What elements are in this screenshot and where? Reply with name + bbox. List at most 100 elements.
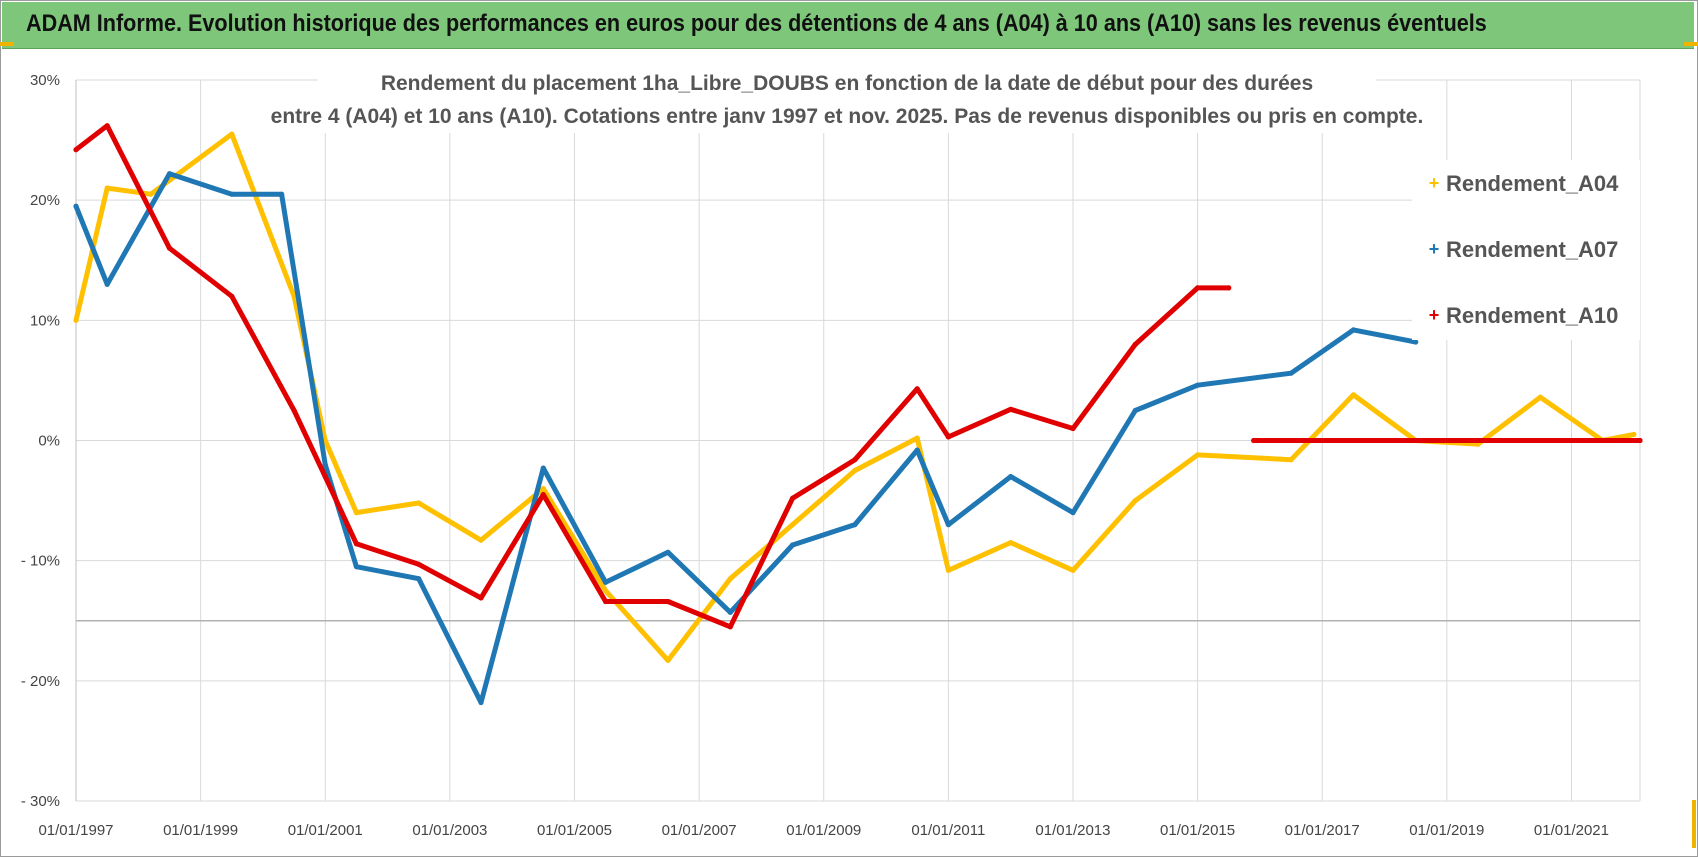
data-point <box>104 123 110 129</box>
y-tick-label: 0% <box>38 433 60 450</box>
data-point <box>322 474 328 480</box>
data-point <box>1288 457 1294 463</box>
data-point <box>852 522 858 528</box>
data-point <box>790 495 796 501</box>
data-point <box>478 537 484 543</box>
data-point <box>665 598 671 605</box>
data-point <box>1251 437 1257 444</box>
data-point <box>1637 437 1643 444</box>
series-line-2 <box>73 123 1232 630</box>
data-point <box>603 588 609 594</box>
data-point <box>353 509 359 516</box>
legend-label: Rendement_A04 <box>1446 171 1619 196</box>
x-tick-label: 01/01/2017 <box>1285 822 1360 839</box>
data-point <box>790 542 796 548</box>
data-point <box>1070 567 1076 573</box>
chart-title-line-1: Rendement du placement 1ha_Libre_DOUBS e… <box>381 72 1313 95</box>
data-point <box>229 191 235 197</box>
data-point <box>1631 431 1637 438</box>
page-title: ADAM Informe. Evolution historique des p… <box>26 10 1487 37</box>
x-tick-label: 01/01/2011 <box>911 822 985 839</box>
data-point <box>279 191 285 197</box>
title-box <box>318 67 1376 133</box>
data-point <box>727 609 733 615</box>
data-point <box>1226 285 1232 291</box>
data-point <box>478 699 484 706</box>
data-point <box>665 657 671 664</box>
data-point <box>1537 394 1543 400</box>
data-point <box>73 203 79 209</box>
data-point <box>166 171 173 177</box>
x-tick-label: 01/01/2009 <box>786 822 861 839</box>
data-point <box>478 595 484 601</box>
legend-marker: + <box>1429 173 1440 193</box>
data-point <box>1132 407 1138 414</box>
data-point <box>229 131 235 137</box>
data-point <box>1350 392 1356 398</box>
y-tick-label: 10% <box>30 312 60 329</box>
data-point <box>1195 452 1201 458</box>
y-tick-label: - 20% <box>21 673 60 690</box>
x-tick-label: 01/01/1997 <box>38 822 113 839</box>
data-point <box>416 500 422 506</box>
data-point <box>416 576 422 582</box>
x-tick-label: 01/01/2019 <box>1409 822 1484 839</box>
x-tick-label: 01/01/2007 <box>662 822 737 839</box>
data-point <box>852 457 858 463</box>
data-point <box>322 461 328 468</box>
x-tick-label: 01/01/2015 <box>1160 822 1235 839</box>
data-point <box>540 492 546 498</box>
data-point <box>416 561 422 567</box>
data-point <box>1070 425 1076 432</box>
data-point <box>945 522 952 528</box>
data-point <box>104 281 110 287</box>
data-point <box>665 549 671 555</box>
corner-marker-tr <box>1684 42 1698 46</box>
x-tick-label: 01/01/1999 <box>163 822 238 839</box>
chart-title-line-2: entre 4 (A04) et 10 ans (A10). Cotations… <box>271 105 1424 128</box>
data-point <box>914 386 920 392</box>
series-group <box>73 123 1643 706</box>
data-point <box>291 407 297 414</box>
x-tick-label: 01/01/2003 <box>412 822 487 839</box>
data-point <box>914 435 920 441</box>
data-point <box>1132 498 1138 504</box>
data-point <box>1413 339 1419 345</box>
y-tick-label: - 30% <box>21 793 60 810</box>
data-point <box>1350 327 1356 333</box>
data-point <box>1008 474 1014 480</box>
y-tick-label: - 10% <box>21 553 60 570</box>
y-tick-label: 20% <box>30 192 60 209</box>
legend-marker: + <box>1429 239 1440 259</box>
data-point <box>540 465 546 471</box>
data-point <box>852 467 858 474</box>
data-point <box>73 317 79 323</box>
data-point <box>603 598 609 605</box>
x-tick-label: 01/01/2001 <box>288 822 363 839</box>
data-point <box>1132 341 1138 347</box>
data-point <box>914 447 920 453</box>
series-line-1 <box>73 171 1419 705</box>
data-point <box>1070 509 1076 516</box>
data-point <box>73 147 79 153</box>
legend: + Rendement_A04 + Rendement_A07 + Rendement_A… <box>1412 160 1640 340</box>
data-point <box>104 185 110 191</box>
data-point <box>1195 382 1201 388</box>
data-point <box>1288 370 1294 376</box>
header-banner: ADAM Informe. Evolution historique des p… <box>2 2 1694 49</box>
data-point <box>945 567 952 573</box>
data-point <box>603 579 609 585</box>
reference-line <box>75 80 1640 801</box>
x-tick-label: 01/01/2013 <box>1035 822 1110 839</box>
corner-marker-tl <box>0 42 14 46</box>
legend-label: Rendement_A10 <box>1446 303 1618 328</box>
x-axis-ticks: 01/01/1997 01/01/1999 01/01/2001 01/01/2003… <box>38 822 1609 839</box>
x-tick-label: 01/01/2021 <box>1534 822 1609 839</box>
data-point <box>540 486 546 492</box>
data-point <box>1008 406 1014 412</box>
series-line-0 <box>73 131 1637 663</box>
y-tick-label: 30% <box>30 72 60 89</box>
x-tick-label: 01/01/2005 <box>537 822 612 839</box>
data-point <box>1008 540 1014 546</box>
